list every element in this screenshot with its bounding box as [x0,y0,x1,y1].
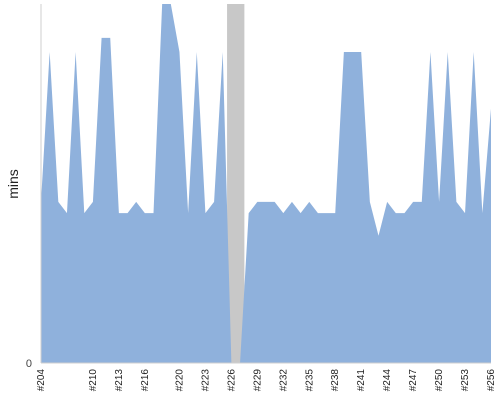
x-tick-label: #256 [486,369,497,392]
x-tick-label: #220 [174,369,185,392]
gap-region [227,4,245,363]
x-tick-label: #238 [330,369,341,392]
x-tick-label: #247 [408,369,419,392]
y-axis-ticks: 0 [26,358,32,370]
x-tick-label: #235 [304,369,315,392]
axes [40,4,491,364]
x-tick-label: #244 [382,369,393,392]
x-axis-ticks: #204 #210 #213 #216 #220 #223 #226 #229 #232 #235… [36,369,497,392]
x-tick-label: #204 [36,369,47,392]
x-tick-label: #250 [434,369,445,392]
y-axis-label: mins [5,169,21,199]
x-tick-label: #216 [140,369,151,392]
series-area [41,4,491,363]
x-tick-label: #229 [252,369,263,392]
x-tick-label: #210 [88,369,99,392]
x-tick-label: #226 [226,369,237,392]
y-tick-label: 0 [26,358,32,370]
x-tick-label: #213 [114,369,125,392]
x-tick-label: #223 [200,369,211,392]
x-tick-label: #253 [460,369,471,392]
plot-area [41,4,491,363]
x-tick-label: #241 [356,369,367,392]
x-tick-label: #232 [278,369,289,392]
